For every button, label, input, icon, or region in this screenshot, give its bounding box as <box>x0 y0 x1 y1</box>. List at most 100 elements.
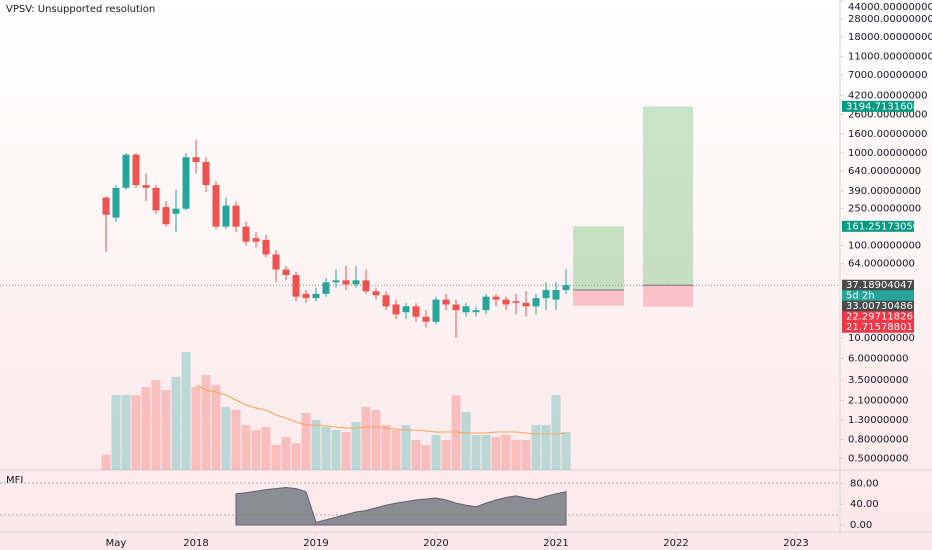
volume-bar <box>331 430 341 470</box>
price-marker <box>842 311 914 323</box>
price-marker <box>842 279 914 291</box>
candle-body <box>172 208 180 214</box>
volume-bar <box>291 443 301 470</box>
y-tick-label: 640.00000000 <box>848 166 921 177</box>
price-marker-label: 161.25173050 <box>846 221 919 232</box>
y-tick-label: 0.50000000 <box>848 453 908 464</box>
candle-body <box>242 226 250 242</box>
y-tick-label: 1600.00000000 <box>848 129 928 140</box>
x-tick-label: 2023 <box>783 538 808 549</box>
position-stop <box>573 290 624 306</box>
volume-bar <box>271 445 281 470</box>
candle-body <box>412 306 420 317</box>
x-tick-label: 2018 <box>183 538 208 549</box>
volume-bar <box>391 430 401 470</box>
candle-body <box>392 304 400 315</box>
candle-body <box>182 157 190 209</box>
volume-bar <box>351 422 361 470</box>
volume-bar <box>531 425 541 470</box>
price-marker-label: 21.71578801 <box>846 322 913 333</box>
y-tick-label: 44000.00000000 <box>848 2 932 13</box>
y-tick-label: 1000.00000000 <box>848 148 928 159</box>
volume-bar <box>131 395 141 470</box>
volume-bar <box>211 385 221 470</box>
volume-bar <box>491 437 501 470</box>
y-tick-label: 2.10000000 <box>848 396 908 407</box>
y-tick-label: 7000.00000000 <box>848 70 928 81</box>
candle-body <box>362 280 370 292</box>
candle-body <box>422 316 430 322</box>
y-tick-label: 18000.00000000 <box>848 32 932 43</box>
candle-body <box>142 185 150 188</box>
y-tick-label: 10.00000000 <box>848 333 915 344</box>
candle-body <box>272 254 280 270</box>
volume-bar <box>501 435 511 470</box>
candle-body <box>222 205 230 227</box>
candle-body <box>522 302 530 307</box>
volume-bar <box>401 425 411 470</box>
price-marker-label: 3194.71316089 <box>846 101 926 112</box>
y-tick-label: 100.00000000 <box>848 241 921 252</box>
y-tick-label: 4200.00000000 <box>848 90 928 101</box>
y-tick-label: 1.30000000 <box>848 415 908 426</box>
candle-body <box>232 205 240 227</box>
volume-bar <box>301 413 311 470</box>
candle-body <box>502 299 510 305</box>
y-tick-label: 64.00000000 <box>848 258 915 269</box>
volume-bar <box>121 395 131 470</box>
volume-bar <box>461 412 471 470</box>
price-marker <box>842 300 914 312</box>
volume-bar <box>181 352 191 470</box>
candle-body <box>532 298 540 307</box>
price-marker <box>842 321 914 333</box>
volume-bar <box>311 420 321 470</box>
candle-body <box>292 274 300 297</box>
candle-body <box>442 299 450 305</box>
candle-body <box>112 187 120 218</box>
candle-body <box>382 295 390 307</box>
x-tick-label: May <box>106 538 127 549</box>
candle-body <box>132 154 140 186</box>
volume-bar <box>141 387 151 470</box>
candle-body <box>202 161 210 186</box>
position-target <box>573 226 624 291</box>
candle-body <box>432 299 440 322</box>
candle-body <box>312 293 320 299</box>
volume-bar <box>241 425 251 470</box>
volume-ma <box>195 384 567 435</box>
volume-bar <box>481 435 491 470</box>
mfi-title: MFI <box>6 475 23 486</box>
candle-body <box>212 185 220 227</box>
candle-body <box>552 290 560 300</box>
candle-body <box>342 280 350 285</box>
price-marker-label: 5d 2h <box>846 291 875 302</box>
candle-body <box>452 304 460 311</box>
volume-bar <box>511 440 521 470</box>
candle-body <box>302 293 310 299</box>
candle-body <box>492 296 500 300</box>
volume-bar <box>371 410 381 470</box>
y-tick-label: 250.00000000 <box>848 204 921 215</box>
price-marker <box>842 220 914 232</box>
volume-bar <box>231 410 241 470</box>
volume-bar <box>251 430 261 470</box>
volume-bar <box>151 380 161 470</box>
x-tick-label: 2020 <box>423 538 448 549</box>
candle-body <box>472 310 480 313</box>
volume-bar <box>161 390 171 470</box>
x-tick-label: 2022 <box>663 538 688 549</box>
mfi-tick-label: 40.00 <box>850 499 879 510</box>
candle-body <box>192 157 200 162</box>
candle-body <box>332 280 340 283</box>
volume-bar <box>361 407 371 470</box>
volume-bar <box>441 440 451 470</box>
candle-body <box>402 306 410 313</box>
y-tick-label: 2600.00000000 <box>848 110 928 121</box>
candle-body <box>372 291 380 296</box>
volume-bar <box>521 440 531 470</box>
mfi-tick-label: 0.00 <box>850 520 872 531</box>
chart-title: VPSV: Unsupported resolution <box>6 4 155 15</box>
volume-bar <box>221 407 231 470</box>
